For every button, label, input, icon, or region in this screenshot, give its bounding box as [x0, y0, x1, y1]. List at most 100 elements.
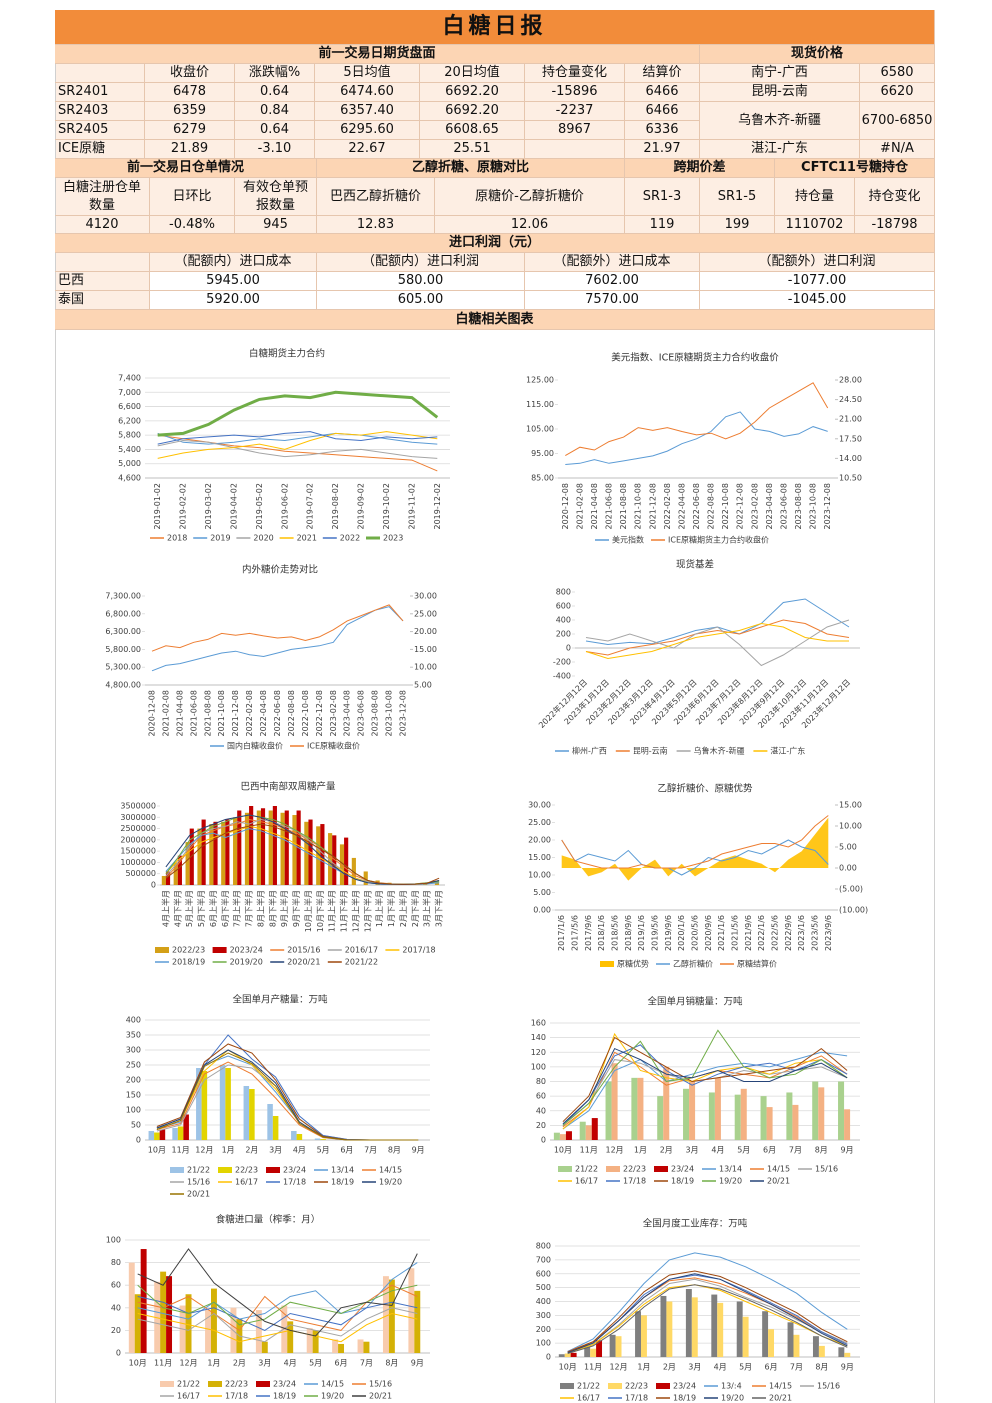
legend-label: 16/17	[177, 1392, 200, 1401]
x-tick-label: 12月	[609, 1363, 627, 1372]
legend-label: 19/20	[721, 1394, 744, 1403]
x-tick-label: 8月	[815, 1146, 828, 1155]
x-tick-label: 2019-11-02	[407, 483, 416, 530]
legend-swatch	[266, 1167, 280, 1173]
y-tick-label: 120	[531, 1048, 546, 1057]
bar	[201, 1071, 208, 1140]
bar	[596, 1340, 603, 1357]
legend-label: 21/22	[577, 1382, 600, 1391]
chart-title: 食糖进口量（榨季：月）	[216, 1214, 321, 1226]
bar	[172, 1128, 178, 1140]
y-tick-label: 140	[531, 1033, 546, 1042]
legend-label: 22/23	[225, 1380, 248, 1389]
futures-value	[525, 140, 625, 159]
legend-label: 2018	[167, 534, 187, 543]
bar	[140, 1249, 147, 1353]
bar	[787, 1322, 794, 1357]
legend-swatch	[600, 961, 614, 967]
futures-value: 0.84	[235, 102, 315, 121]
x-tick-label: 10月	[148, 1146, 166, 1155]
y-tick-label: 2500000	[120, 824, 156, 833]
futures-value: -15896	[525, 83, 625, 102]
y-tick-label: 400	[536, 1297, 551, 1306]
x-tick-label: 6月下半月	[220, 890, 230, 927]
bar	[734, 1094, 741, 1140]
import-value: 5920.00	[150, 291, 317, 310]
futures-value: 6357.40	[315, 102, 420, 121]
futures-value: -2237	[525, 102, 625, 121]
column-header: （配额内）进口成本	[150, 253, 317, 272]
y-tick-label: 6,800.00	[105, 609, 141, 618]
legend-label: 20/21	[769, 1394, 792, 1403]
bar	[812, 1336, 819, 1357]
column-header: 持仓量变化	[525, 64, 625, 83]
y-tick-label: 15.00	[528, 853, 551, 862]
y-tick-label: 60	[111, 1281, 121, 1290]
x-tick-label: 10月	[129, 1359, 147, 1368]
x-tick-label: 9月	[841, 1363, 854, 1372]
chart: 现货基差-400-20002004006008002022年12月12日2023…	[536, 559, 860, 756]
line	[151, 604, 404, 652]
x-tick-label: 2019-10-02	[382, 483, 391, 530]
y2-tick-label: 14.00	[839, 454, 862, 463]
bar	[292, 815, 297, 885]
y-tick-label: 300	[126, 1046, 141, 1055]
bar	[570, 1352, 577, 1357]
contract-name: ICE原糖	[55, 140, 145, 159]
x-tick-label: 12月	[195, 1146, 213, 1155]
bar	[351, 857, 356, 885]
bar	[838, 1347, 845, 1357]
legend-swatch	[560, 1383, 574, 1389]
line	[565, 382, 829, 457]
y-tick-label: 85.00	[531, 474, 554, 483]
bar	[717, 1302, 724, 1357]
legend-label: 2022/23	[172, 946, 205, 955]
column-header: 持仓变化	[855, 178, 935, 216]
legend-label: 21/22	[575, 1165, 598, 1174]
bar	[818, 1087, 825, 1140]
futures-value: 8967	[525, 121, 625, 140]
y-tick-label: 150	[126, 1091, 141, 1100]
bar	[306, 1328, 313, 1353]
legend-label: 19/20	[379, 1178, 402, 1187]
legend-label: 23/24	[671, 1165, 694, 1174]
bar	[161, 875, 166, 885]
y-tick-label: 0	[546, 1353, 551, 1362]
blank	[55, 64, 145, 83]
legend-label: 2017/18	[402, 946, 435, 955]
bar	[683, 1088, 690, 1140]
legend-label: 20/21	[187, 1190, 210, 1199]
metric-value: 119	[625, 216, 700, 234]
bar	[280, 812, 285, 885]
y-tick-label: 0	[541, 1136, 546, 1145]
chart-title: 白糖期货主力合约	[249, 348, 325, 360]
x-tick-label: 2月下半月	[410, 890, 420, 927]
y-tick-label: 250	[126, 1061, 141, 1070]
x-tick-label: 2019/5/6	[651, 915, 660, 951]
blank	[55, 253, 150, 272]
futures-value: 6466	[625, 83, 700, 102]
contract-name: SR2401	[55, 83, 145, 102]
bar	[742, 1316, 749, 1357]
section-title: 进口利润（元）	[55, 234, 935, 253]
x-tick-label: 2020/1/6	[677, 915, 686, 951]
bar	[590, 1348, 597, 1357]
metric-value: -18798	[855, 216, 935, 234]
bar	[558, 1354, 565, 1357]
bar	[711, 1294, 718, 1357]
bar	[691, 1297, 698, 1357]
bar	[128, 1262, 135, 1353]
y2-tick-label: 30.00	[414, 592, 437, 601]
x-tick-label: 2019-09-02	[357, 483, 366, 530]
futures-value: 6295.60	[315, 121, 420, 140]
x-tick-label: 2021/1/6	[717, 915, 726, 951]
bar	[689, 1081, 696, 1140]
legend-label: 19/20	[321, 1392, 344, 1401]
x-tick-label: 2021-06-08	[605, 483, 614, 530]
legend-label: 2020/21	[287, 958, 320, 967]
legend-label: 17/18	[625, 1394, 648, 1403]
bar	[714, 1077, 721, 1140]
bar	[287, 1321, 294, 1353]
line	[137, 1248, 418, 1337]
y2-tick-label: 28.00	[839, 376, 862, 385]
